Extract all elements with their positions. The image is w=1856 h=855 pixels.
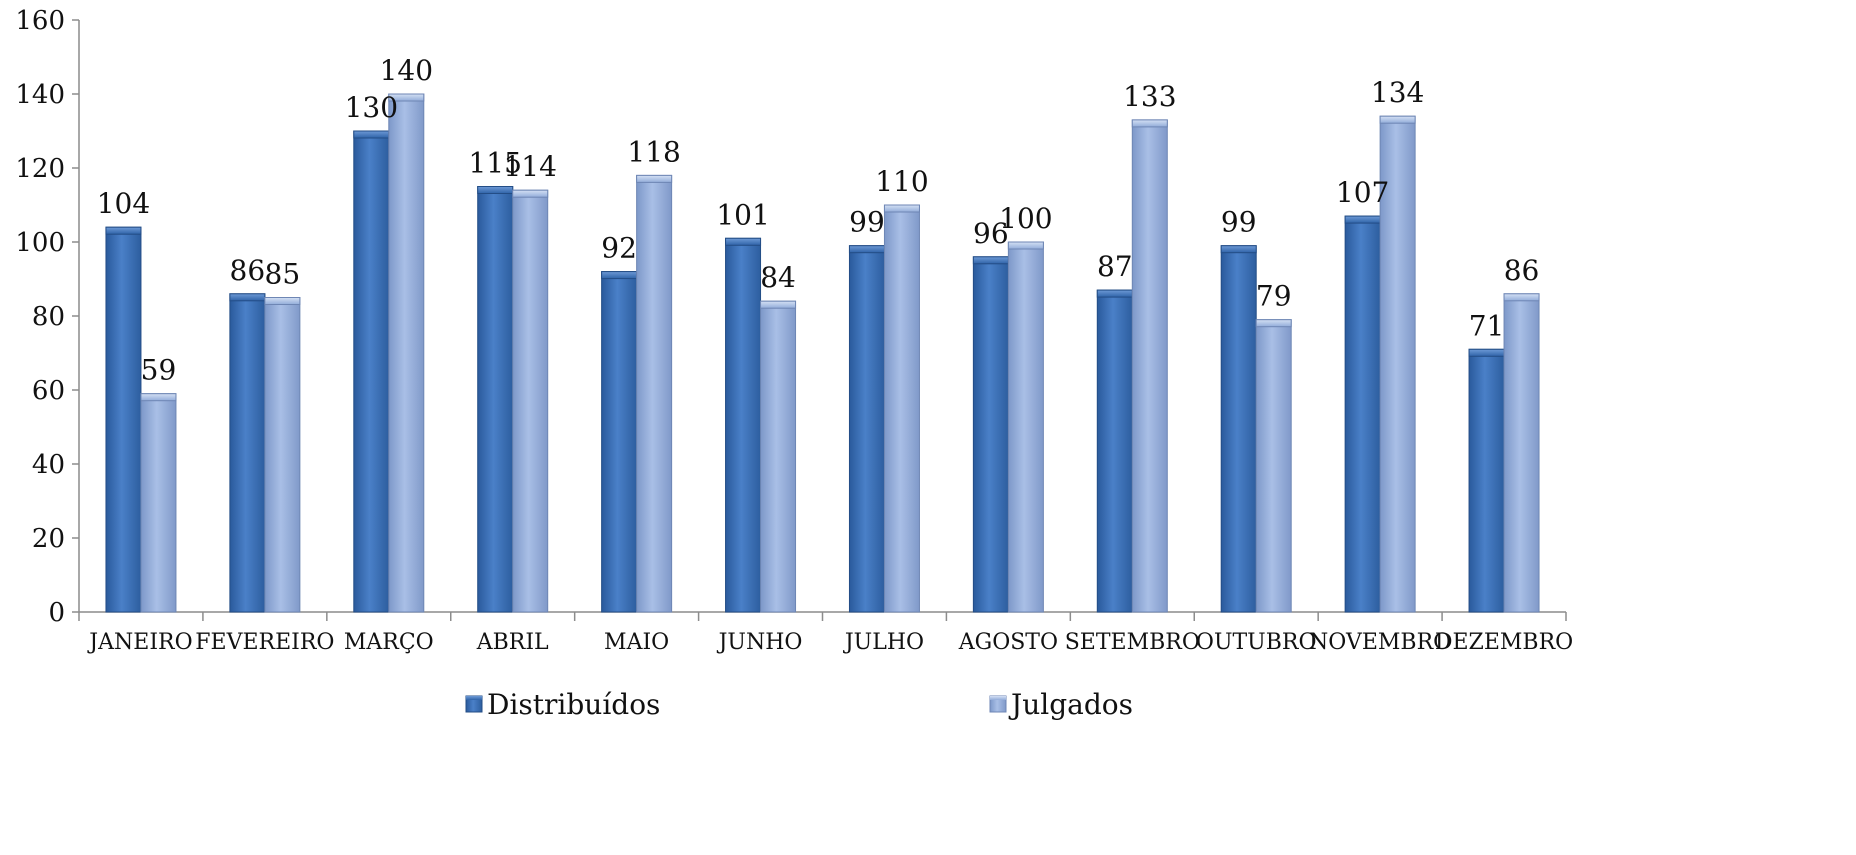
data-label: 100 [999,202,1052,235]
bars-group [105,93,1540,613]
bar-julgados [1007,241,1044,613]
data-label: 107 [1336,176,1389,209]
bar-julgados [140,393,177,613]
bar-julgados [388,93,425,613]
bar-julgados [1503,293,1540,613]
data-label: 114 [503,150,556,183]
x-tick-label: FEVEREIRO [195,630,334,655]
data-label: 79 [1256,280,1292,313]
data-label: 115 [468,147,521,180]
bar-julgados [1131,119,1168,613]
x-tick-label: AGOSTO [958,630,1058,655]
bar-distribuidos [229,293,266,613]
data-label: 85 [265,258,301,291]
bar-distribuidos [972,256,1009,613]
y-tick-label: 160 [15,6,65,36]
bar-distribuidos [477,186,514,613]
bar-distribuidos [725,237,762,613]
bar-distribuidos [105,226,142,613]
y-tick-label: 40 [32,450,65,480]
x-tick-label: JANEIRO [87,630,192,655]
data-label: 99 [849,206,885,239]
data-label: 86 [230,254,266,287]
bar-julgados [883,204,920,613]
bar-distribuidos [1220,245,1257,613]
legend: Distribuídos Julgados [465,688,1133,721]
x-tick-label: JULHO [843,630,924,655]
bar-distribuidos [353,130,390,613]
x-tick-label: NOVEMBRO [1309,630,1451,655]
data-label: 87 [1097,250,1133,283]
data-label: 71 [1469,309,1505,342]
data-label: 92 [601,232,637,265]
data-label: 118 [627,135,680,168]
bar-julgados [1379,115,1416,613]
y-tick-label: 80 [32,302,65,332]
x-tick-label: ABRIL [476,630,549,655]
bar-julgados [760,300,797,613]
legend-label: Julgados [1008,688,1133,721]
data-label: 59 [141,354,177,387]
x-tick-label: DEZEMBRO [1435,630,1573,655]
data-label: 134 [1371,76,1424,109]
x-tick-label: MAIO [604,630,669,655]
x-tick-label: SETEMBRO [1065,630,1200,655]
data-label: 84 [760,261,796,294]
bar-distribuidos [848,245,885,613]
data-label: 133 [1123,80,1176,113]
data-label: 99 [1221,206,1257,239]
data-label: 140 [380,54,433,87]
y-tick-label: 140 [15,80,65,110]
data-label: 104 [97,187,150,220]
bar-distribuidos [1468,348,1505,613]
y-tick-label: 120 [15,154,65,184]
data-label: 130 [345,91,398,124]
x-tick-label: OUTUBRO [1196,630,1317,655]
bar-julgados [636,174,673,613]
data-label: 110 [875,165,928,198]
axes: 0 20 40 60 80 100 120 140 160 JANEIRO FEVEREIRO MAR… [15,6,1573,655]
y-tick-label: 60 [32,376,65,406]
data-label: 101 [716,198,769,231]
bar-julgados [264,297,301,613]
bar-distribuidos [601,271,638,613]
y-tick-label: 20 [32,524,65,554]
data-label: 96 [973,217,1009,250]
bar-distribuidos [1344,215,1381,613]
legend-item-distribuidos: Distribuídos [465,688,660,721]
legend-item-julgados: Julgados [989,688,1133,721]
data-label: 86 [1504,254,1540,287]
y-tick-label: 100 [15,228,65,258]
bar-julgados [1255,319,1292,613]
bar-distribuidos [1096,289,1133,613]
x-tick-label: JUNHO [717,630,803,655]
x-tick-label: MARÇO [344,630,434,655]
y-tick-label: 0 [48,598,65,628]
bar-julgados [512,189,549,613]
legend-label: Distribuídos [487,688,660,721]
